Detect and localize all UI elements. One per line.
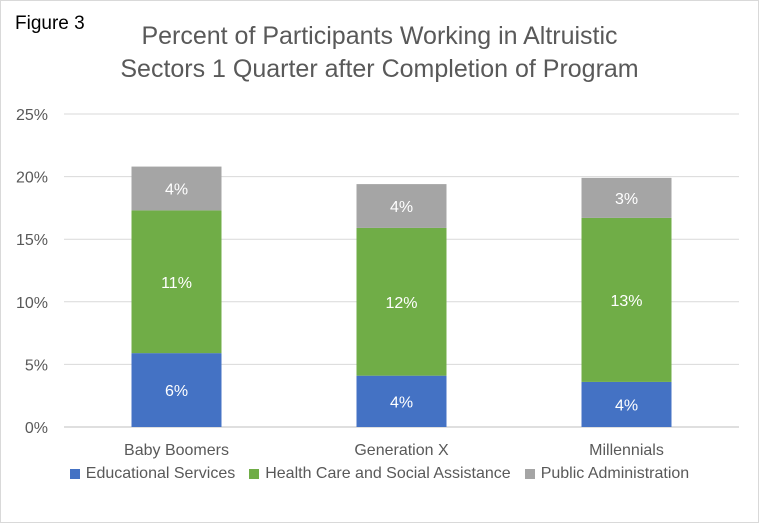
data-label-0-series-0: 6% (165, 383, 188, 400)
y-tick-label-2: 10% (16, 295, 48, 312)
bar-1-series-0 (356, 375, 447, 427)
x-tick-label-1: Generation X (354, 442, 449, 459)
bar-0-series-2 (131, 166, 222, 211)
figure-label: Figure 3 (15, 13, 85, 34)
bar-1-series-1 (356, 227, 447, 376)
legend-swatch-educational-services (69, 469, 80, 479)
legend-label-health-care: Health Care and Social Assistance (265, 465, 511, 482)
data-label-2-series-1: 13% (610, 293, 642, 310)
bar-2-series-1 (581, 217, 672, 382)
data-label-0-series-2: 4% (165, 181, 188, 198)
data-label-2-series-2: 3% (615, 191, 638, 208)
legend-swatch-public-administration (524, 469, 535, 479)
legend-label-educational-services: Educational Services (85, 465, 236, 482)
legend-swatch-health-care (249, 469, 260, 479)
y-tick-label-5: 25% (16, 107, 48, 124)
y-tick-label-0: 0% (25, 420, 48, 437)
bar-1-series-2 (356, 184, 447, 228)
chart-title: Percent of Participants Working in Altru… (1, 20, 758, 86)
bar-2-series-0 (581, 381, 672, 427)
chart-title-line-1: Percent of Participants Working in Altru… (141, 22, 618, 50)
legend-label-public-administration: Public Administration (540, 465, 690, 482)
x-tick-label-0: Baby Boomers (124, 442, 229, 459)
bar-0-series-0 (131, 353, 222, 427)
chart-legend: Educational Services Health Care and Soc… (1, 465, 758, 483)
x-tick-label-2: Millennials (589, 442, 664, 459)
data-label-1-series-1: 12% (385, 295, 417, 312)
legend-item-health-care: Health Care and Social Assistance (249, 465, 511, 483)
data-label-1-series-0: 4% (390, 394, 413, 411)
y-tick-label-1: 5% (25, 357, 48, 374)
data-label-1-series-2: 4% (390, 199, 413, 216)
y-tick-label-4: 20% (16, 170, 48, 187)
data-label-2-series-0: 4% (615, 397, 638, 414)
bar-2-series-2 (581, 177, 672, 218)
legend-item-public-administration: Public Administration (524, 465, 690, 483)
legend-item-educational-services: Educational Services (69, 465, 236, 483)
bar-0-series-1 (131, 210, 222, 354)
data-label-0-series-1: 11% (161, 275, 192, 292)
y-tick-label-3: 15% (16, 232, 48, 249)
chart-title-line-2: Sectors 1 Quarter after Completion of Pr… (120, 55, 639, 83)
